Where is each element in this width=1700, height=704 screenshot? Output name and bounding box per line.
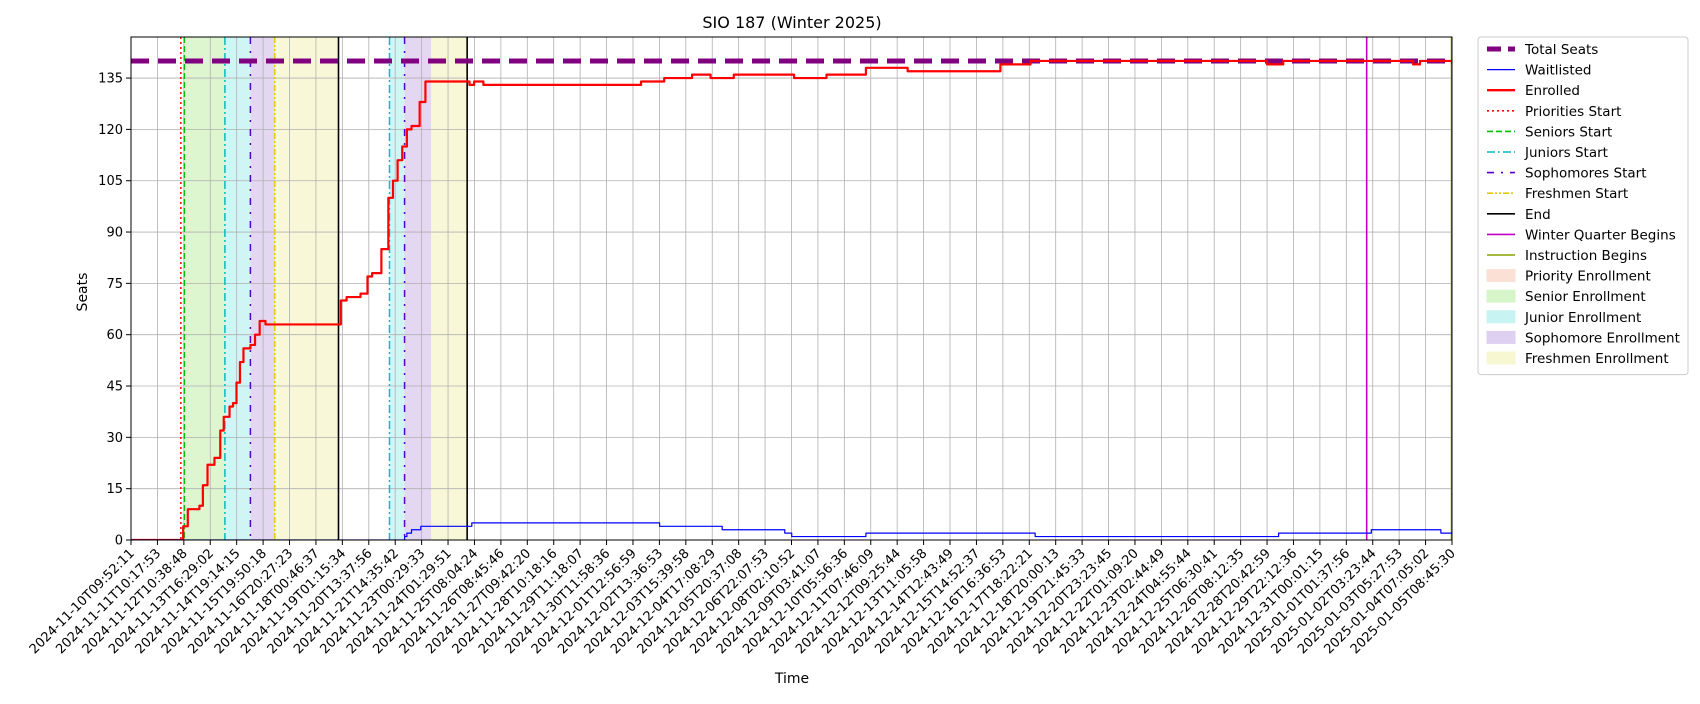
legend-label-sophomore-enrollment: Sophomore Enrollment [1525,330,1680,346]
y-tick-label: 60 [106,328,123,343]
legend-label-priority-enrollment: Priority Enrollment [1525,269,1651,285]
legend-swatch-sophomore-enrollment [1486,330,1516,344]
shaded-region-junior-enrollment-1 [224,37,251,540]
y-tick-label: 75 [106,277,123,292]
legend-label-seniors-start: Seniors Start [1525,124,1612,140]
legend-label-senior-enrollment: Senior Enrollment [1525,289,1646,305]
x-axis-title: Time [774,671,809,687]
legend-label-waitlisted: Waitlisted [1525,63,1592,79]
shaded-region-freshmen-enrollment-3 [274,37,339,540]
legend-label-priorities-start: Priorities Start [1525,104,1621,120]
legend-label-end: End [1525,207,1551,223]
series-line-waitlisted [131,522,1452,540]
y-tick-label: 0 [115,534,123,549]
y-tick-label: 45 [106,380,123,395]
chart-title: SIO 187 (Winter 2025) [702,13,881,32]
y-tick-label: 15 [106,482,123,497]
y-tick-label: 105 [98,174,123,189]
y-tick-label: 90 [106,226,123,241]
y-tick-label: 30 [106,431,123,446]
legend-label-instruction-begins: Instruction Begins [1525,248,1647,264]
plot-area: 01530456075901051201352024-11-10T09:52:1… [27,36,1459,657]
y-axis-title: Seats [75,273,91,312]
y-tick-label: 135 [98,72,123,87]
legend-label-junior-enrollment: Junior Enrollment [1524,310,1641,326]
legend-swatch-senior-enrollment [1486,289,1516,303]
series-line-enrolled [131,59,1452,540]
legend-label-freshmen-enrollment: Freshmen Enrollment [1525,351,1669,367]
legend-swatch-junior-enrollment [1486,310,1516,324]
legend-label-sophomores-start: Sophomores Start [1525,166,1647,182]
legend-frame [1477,36,1689,376]
legend-label-freshmen-start: Freshmen Start [1525,186,1628,202]
shaded-region-sophomore-enrollment-5 [404,37,432,540]
legend-label-winter-quarter-begins: Winter Quarter Begins [1525,227,1676,243]
legend-swatch-priority-enrollment [1486,269,1516,283]
legend-label-juniors-start: Juniors Start [1524,145,1608,161]
shaded-region-junior-enrollment-4 [389,37,405,540]
shaded-region-sophomore-enrollment-2 [250,37,275,540]
legend: Total Seats Waitlisted Enrolled Priorities … [1477,36,1689,376]
legend-label-enrolled: Enrolled [1525,83,1580,99]
y-tick-label: 120 [98,123,123,138]
shaded-region-freshmen-enrollment-6 [431,37,468,540]
legend-label-total-seats: Total Seats [1524,42,1598,58]
legend-swatch-freshmen-enrollment [1486,351,1516,365]
shaded-region-senior-enrollment-0 [184,37,225,540]
